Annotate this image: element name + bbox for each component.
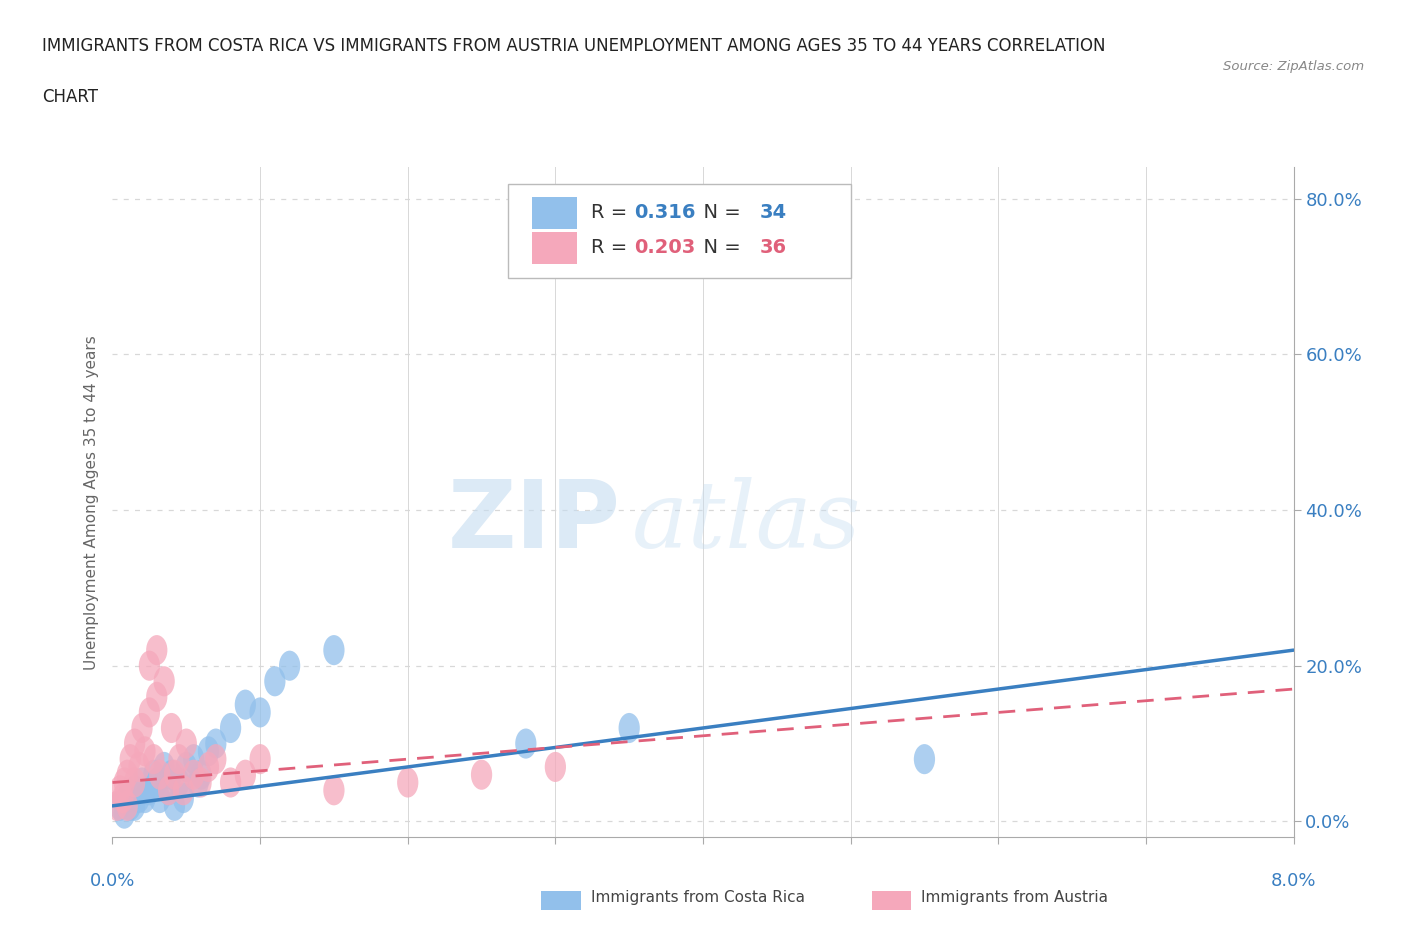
Ellipse shape [117, 760, 138, 790]
Text: R =: R = [591, 203, 633, 221]
Ellipse shape [205, 744, 226, 774]
Ellipse shape [117, 790, 138, 821]
Ellipse shape [124, 790, 145, 821]
Ellipse shape [146, 635, 167, 665]
Ellipse shape [157, 776, 179, 805]
Ellipse shape [190, 767, 212, 798]
Ellipse shape [107, 790, 128, 821]
Text: 36: 36 [759, 238, 787, 258]
Ellipse shape [173, 783, 194, 813]
Ellipse shape [124, 776, 145, 805]
Ellipse shape [323, 776, 344, 805]
Text: Immigrants from Austria: Immigrants from Austria [921, 890, 1108, 905]
Ellipse shape [249, 698, 271, 727]
Text: 0.316: 0.316 [634, 203, 696, 221]
Ellipse shape [135, 737, 156, 766]
Ellipse shape [515, 728, 537, 759]
Ellipse shape [146, 767, 167, 798]
Ellipse shape [173, 776, 194, 805]
Text: N =: N = [692, 238, 747, 258]
Ellipse shape [471, 760, 492, 790]
Ellipse shape [120, 790, 141, 821]
Ellipse shape [117, 783, 138, 813]
Text: R =: R = [591, 238, 633, 258]
Ellipse shape [157, 776, 179, 805]
Ellipse shape [139, 651, 160, 681]
Ellipse shape [323, 635, 344, 665]
Ellipse shape [198, 737, 219, 766]
Ellipse shape [110, 776, 131, 805]
Ellipse shape [278, 651, 301, 681]
Text: ZIP: ZIP [447, 476, 620, 568]
Ellipse shape [183, 744, 204, 774]
Ellipse shape [149, 760, 170, 790]
Ellipse shape [165, 790, 186, 821]
Ellipse shape [160, 760, 183, 790]
Ellipse shape [139, 776, 160, 805]
Ellipse shape [187, 767, 208, 798]
Text: 8.0%: 8.0% [1271, 872, 1316, 890]
Ellipse shape [114, 799, 135, 829]
Text: N =: N = [692, 203, 747, 221]
Ellipse shape [190, 760, 212, 790]
Text: 34: 34 [759, 203, 787, 221]
Ellipse shape [114, 767, 135, 798]
Ellipse shape [131, 767, 153, 798]
Ellipse shape [169, 744, 190, 774]
Ellipse shape [153, 666, 174, 697]
FancyBboxPatch shape [531, 232, 576, 264]
Ellipse shape [110, 790, 131, 821]
Y-axis label: Unemployment Among Ages 35 to 44 years: Unemployment Among Ages 35 to 44 years [83, 335, 98, 670]
Ellipse shape [396, 767, 419, 798]
Ellipse shape [120, 744, 141, 774]
Ellipse shape [264, 666, 285, 697]
Ellipse shape [914, 744, 935, 774]
Text: Source: ZipAtlas.com: Source: ZipAtlas.com [1223, 60, 1364, 73]
Ellipse shape [169, 767, 190, 798]
Text: atlas: atlas [633, 477, 862, 567]
Ellipse shape [124, 767, 145, 798]
Ellipse shape [112, 783, 134, 813]
Ellipse shape [128, 783, 149, 813]
Ellipse shape [124, 728, 145, 759]
Ellipse shape [235, 689, 256, 720]
Ellipse shape [143, 760, 165, 790]
Ellipse shape [619, 713, 640, 743]
Text: Immigrants from Costa Rica: Immigrants from Costa Rica [591, 890, 804, 905]
Ellipse shape [128, 751, 149, 782]
Ellipse shape [160, 713, 183, 743]
Ellipse shape [165, 760, 186, 790]
Ellipse shape [143, 744, 165, 774]
Ellipse shape [176, 751, 197, 782]
Ellipse shape [131, 713, 153, 743]
Ellipse shape [153, 751, 174, 782]
Ellipse shape [235, 760, 256, 790]
FancyBboxPatch shape [508, 184, 851, 278]
Text: IMMIGRANTS FROM COSTA RICA VS IMMIGRANTS FROM AUSTRIA UNEMPLOYMENT AMONG AGES 35: IMMIGRANTS FROM COSTA RICA VS IMMIGRANTS… [42, 37, 1105, 55]
Ellipse shape [176, 728, 197, 759]
Ellipse shape [146, 682, 167, 712]
Text: 0.0%: 0.0% [90, 872, 135, 890]
Ellipse shape [149, 783, 170, 813]
Ellipse shape [205, 728, 226, 759]
FancyBboxPatch shape [531, 197, 576, 229]
Text: CHART: CHART [42, 88, 98, 106]
Ellipse shape [198, 751, 219, 782]
Ellipse shape [135, 783, 156, 813]
Ellipse shape [249, 744, 271, 774]
Ellipse shape [544, 751, 567, 782]
Ellipse shape [219, 713, 242, 743]
Ellipse shape [219, 767, 242, 798]
Ellipse shape [139, 698, 160, 727]
Text: 0.203: 0.203 [634, 238, 696, 258]
Ellipse shape [183, 760, 204, 790]
